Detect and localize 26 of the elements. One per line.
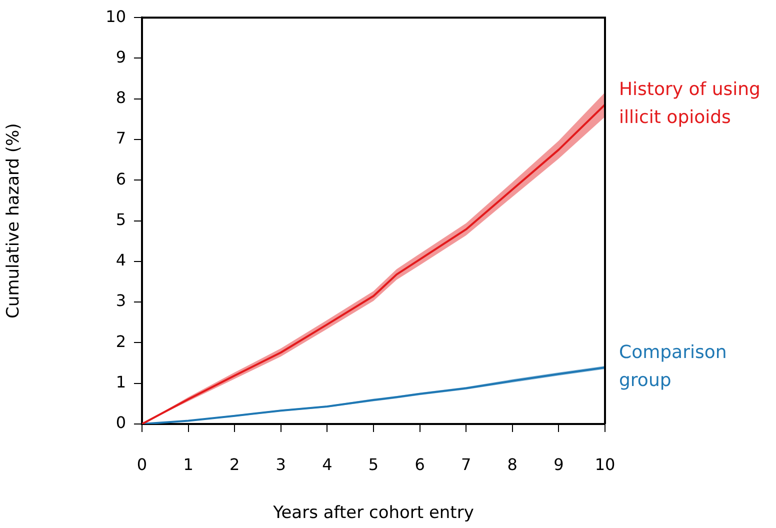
x-tick-label: 8 [507, 454, 518, 474]
x-tick-label: 10 [594, 454, 616, 474]
x-axis-title: Years after cohort entry [272, 503, 474, 524]
y-tick-label: 9 [116, 47, 126, 66]
x-tick-label: 6 [414, 454, 425, 474]
series-label: Comparison group [619, 342, 727, 392]
y-tick-label: 0 [116, 413, 126, 432]
y-tick-label: 1 [116, 372, 126, 392]
x-tick-label: 7 [461, 454, 472, 474]
y-tick-label: 10 [106, 6, 126, 26]
x-tick-label: 5 [368, 454, 379, 474]
y-tick-label: 5 [116, 210, 126, 229]
y-tick-label: 8 [116, 88, 126, 108]
x-tick-label: 1 [183, 454, 194, 474]
y-tick-label: 4 [116, 250, 126, 270]
y-tick-label: 3 [116, 291, 126, 310]
y-tick-label: 6 [116, 169, 126, 188]
y-tick-label: 2 [116, 332, 126, 351]
series-label: History of using illicit opioids [619, 79, 760, 128]
x-tick-label: 0 [136, 454, 148, 474]
x-tick-label: 2 [230, 454, 240, 474]
x-tick-label: 3 [276, 454, 286, 474]
x-tick-label: 9 [554, 454, 564, 474]
y-axis-title: Cumulative hazard (%) [4, 123, 24, 318]
x-tick-label: 4 [322, 454, 332, 474]
y-tick-label: 7 [116, 128, 126, 148]
